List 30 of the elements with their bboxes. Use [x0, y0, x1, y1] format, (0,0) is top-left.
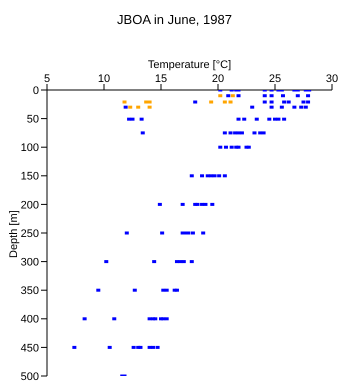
x-tick-label: 10 — [98, 73, 110, 85]
y-tick-label: 150 — [20, 170, 39, 183]
point — [230, 94, 235, 98]
point — [148, 100, 152, 104]
x-tick-label: 5 — [44, 73, 50, 85]
y-tick-label: 50 — [26, 114, 39, 126]
point — [128, 106, 132, 109]
point — [148, 106, 152, 109]
point — [218, 94, 222, 98]
y-tick-label: 100 — [20, 142, 39, 154]
x-axis-title: Temperature [°C] — [148, 58, 232, 71]
y-tick-label: 200 — [20, 199, 39, 212]
y-tick-label: 250 — [20, 228, 39, 240]
y-tick-label: 350 — [20, 285, 39, 298]
x-tick-label: 15 — [154, 73, 168, 85]
y-axis-title: Depth [m] — [8, 210, 20, 258]
chart-title: JBOA in June, 1987 — [116, 12, 233, 27]
y-tick-label: 400 — [20, 314, 39, 326]
y-tick-label: 0 — [32, 84, 39, 97]
point — [122, 100, 127, 104]
y-tick-label: 450 — [20, 342, 39, 354]
y-tick-label: 300 — [20, 256, 39, 269]
point — [228, 100, 233, 104]
x-tick-label: 25 — [268, 73, 282, 85]
x-tick-label: 20 — [212, 73, 224, 85]
y-tick-label: 500 — [20, 370, 39, 383]
point — [209, 100, 214, 104]
x-tick-label: 30 — [326, 73, 338, 85]
point — [136, 106, 140, 109]
point — [222, 100, 227, 104]
